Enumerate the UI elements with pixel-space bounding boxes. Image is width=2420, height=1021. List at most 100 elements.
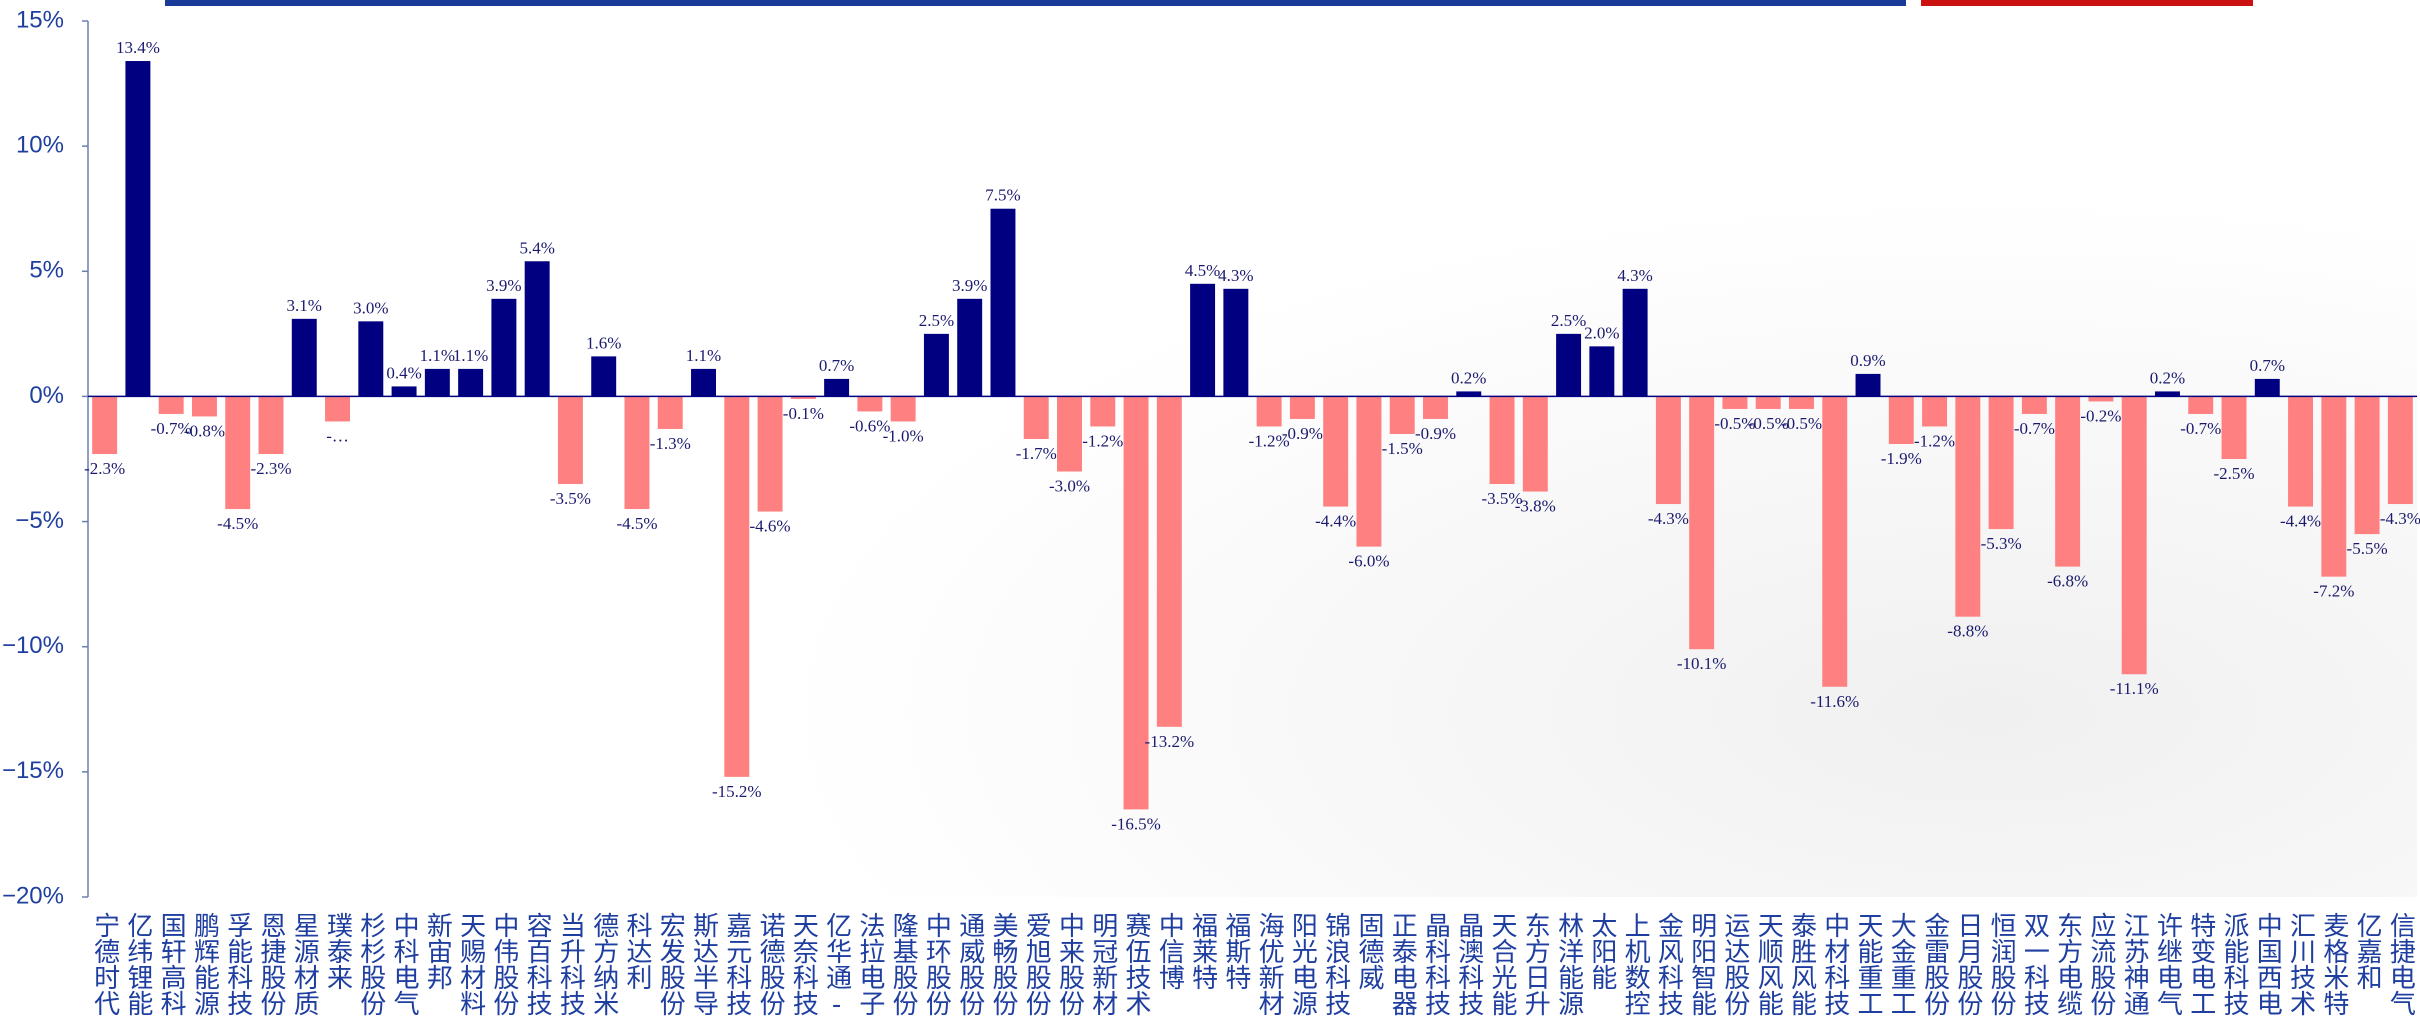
x-tick-label: 嘉元科技 [722,912,752,1016]
value-label: -11.1% [2110,679,2159,698]
value-label: 0.4% [386,363,421,382]
value-label: -1.2% [1082,431,1123,450]
x-tick-label: 大金重工 [1886,912,1916,1016]
bar [391,386,417,397]
bar [524,261,550,397]
x-tick-label: 孚能科技 [223,912,253,1016]
header-bar-blue [165,0,1906,6]
value-label: -2.3% [84,459,125,478]
value-label: -0.5% [1748,414,1789,433]
x-tick-label: 中科电气 [389,912,419,1016]
bar [1289,396,1315,419]
value-label: 0.7% [819,356,854,375]
value-label: -11.6% [1810,692,1859,711]
value-label: -4.4% [1315,512,1356,531]
x-tick-label: 中信博 [1154,912,1184,990]
bar [790,396,816,399]
value-label: 0.9% [1850,351,1885,370]
y-tick-label: −5% [15,507,64,534]
x-tick-label: 明阳智能 [1687,912,1717,1016]
bar [225,396,251,510]
value-label: -16.5% [1111,814,1161,833]
value-label: -0.7% [2014,419,2055,438]
x-tick-label: 星源材质 [289,912,319,1016]
bar [2055,396,2081,567]
value-label: -0.6% [849,416,890,435]
value-label: 2.0% [1584,323,1619,342]
bar [624,396,650,510]
x-tick-label: 金雷股份 [1920,912,1950,1016]
bar [458,368,484,397]
bar [1190,283,1216,397]
value-label: -5.5% [2347,539,2388,558]
bar [691,368,716,397]
bar [1356,396,1382,547]
x-tick-label: 东方电缆 [2053,912,2083,1016]
x-tick-label: 宏发股份 [655,912,685,1016]
value-label: 7.5% [985,186,1020,205]
x-tick-label: 福斯特 [1221,912,1251,990]
y-tick-label: 10% [16,131,64,158]
bar [990,208,1016,397]
value-label: 3.9% [952,276,987,295]
value-label: -0.8% [184,421,225,440]
x-tick-label: 斯达半导 [689,912,719,1016]
value-label: 4.5% [1185,261,1220,280]
x-tick-label: 恩捷股份 [256,912,286,1016]
x-tick-label: 东方日升 [1520,912,1550,1016]
x-tick-label: 阳光电源 [1287,912,1317,1016]
bar [657,396,683,429]
x-tick-label: 江苏神通 [2119,912,2149,1016]
x-tick-label: 璞泰来 [323,912,353,990]
value-label: 2.5% [1551,311,1586,330]
value-label: 4.3% [1218,266,1253,285]
value-label: -3.8% [1515,497,1556,516]
x-tick-label: 亿嘉和 [2352,912,2382,990]
background-decoration [690,160,2417,897]
value-label: -4.4% [2280,512,2321,531]
bar [591,356,617,397]
x-tick-label: 德方纳米 [589,912,619,1016]
bar [2088,396,2114,402]
bar [1955,396,1981,617]
x-tick-label: 海优新材 [1254,912,1284,1016]
x-tick-label: 金风科技 [1653,912,1683,1016]
x-tick-label: 固德威 [1354,912,1384,990]
bar [191,396,217,417]
value-label: -8.8% [1947,622,1988,641]
x-tick-label: 上机数控 [1620,912,1650,1016]
bar [158,396,184,414]
value-label: -1.3% [650,434,691,453]
x-tick-label: 汇川技术 [2286,912,2316,1016]
x-tick-label: 通威股份 [955,912,985,1016]
value-label: -0.7% [151,419,192,438]
value-label: 2.5% [919,311,954,330]
bar [1556,333,1582,397]
x-tick-label: 运达股份 [1720,912,1750,1016]
x-tick-label: 天奈科技 [788,912,818,1016]
bar [1722,396,1748,409]
x-tick-label: 晶科科技 [1420,912,1450,1016]
x-tick-label: 天能重工 [1853,912,1883,1016]
x-tick-label: 应流股份 [2086,912,2116,1016]
value-label: -3.5% [1481,489,1522,508]
bar [1323,396,1349,507]
x-tick-label: 天顺风能 [1753,912,1783,1016]
bar [491,298,517,397]
bar [2121,396,2147,675]
y-tick-label: 0% [29,382,64,409]
bar [325,396,351,422]
value-label: -3.5% [550,489,591,508]
x-tick-label: 赛伍技术 [1121,912,1151,1016]
value-label: -0.9% [1282,424,1323,443]
bar [857,396,883,412]
bar [1822,396,1848,687]
bar [923,333,949,397]
y-tick-label: −15% [2,757,64,784]
value-label: 1.6% [586,333,621,352]
value-label: -5.3% [1981,534,2022,553]
value-label: -0.2% [2080,406,2121,425]
x-tick-label: 诺德股份 [755,912,785,1016]
value-label: -0.1% [783,404,824,423]
